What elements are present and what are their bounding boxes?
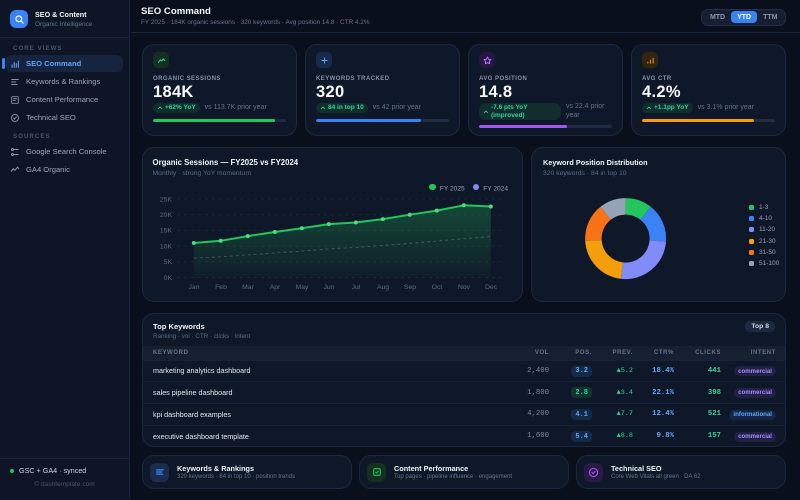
svg-text:Mar: Mar (242, 284, 254, 291)
svg-text:May: May (296, 284, 309, 291)
svg-text:0K: 0K (164, 275, 173, 282)
svg-text:15K: 15K (160, 228, 173, 235)
svg-text:Jun: Jun (324, 284, 335, 291)
svg-text:Feb: Feb (215, 284, 227, 291)
svg-text:Jul: Jul (352, 284, 361, 291)
svg-text:20K: 20K (160, 212, 173, 219)
svg-text:Nov: Nov (458, 284, 471, 291)
svg-text:Oct: Oct (432, 284, 443, 291)
svg-text:Jan: Jan (189, 284, 200, 291)
svg-text:5K: 5K (164, 259, 173, 266)
svg-text:Aug: Aug (377, 284, 389, 291)
svg-text:Sep: Sep (404, 284, 416, 291)
svg-text:25K: 25K (160, 196, 173, 203)
svg-text:Apr: Apr (270, 284, 281, 291)
svg-text:10K: 10K (160, 243, 173, 250)
svg-text:Dec: Dec (485, 284, 498, 291)
